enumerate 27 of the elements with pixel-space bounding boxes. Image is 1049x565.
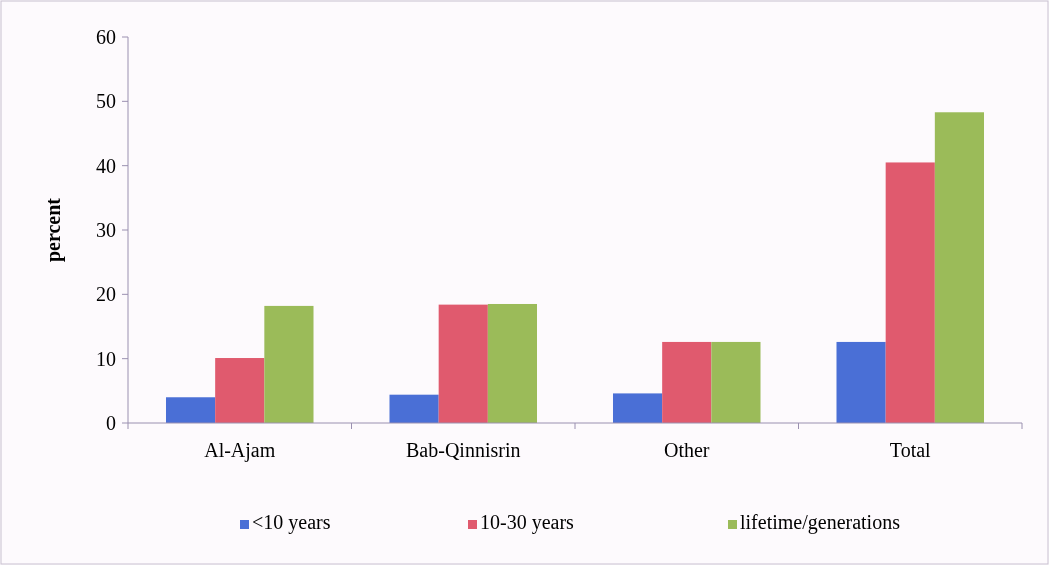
legend-label: lifetime/generations [740,511,901,534]
y-tick-label: 0 [106,412,116,434]
bar [166,397,216,423]
bar [711,341,761,423]
bar [836,341,886,423]
y-tick-label: 30 [96,219,116,241]
bar [264,305,314,423]
x-tick-label: Total [889,439,932,461]
bar [215,358,265,423]
y-tick-label: 40 [96,154,116,177]
x-tick-label: Other [663,439,710,461]
bar [934,112,985,423]
legend-label: 10-30 years [480,511,575,534]
bar [487,303,538,423]
bar [662,341,712,423]
bar [613,393,663,423]
bar [438,304,488,423]
y-tick-label: 50 [96,90,116,113]
x-tick-label: Al-Ajam [204,439,276,462]
bar [885,162,935,423]
y-tick-label: 60 [96,26,116,48]
y-axis-title: percent [42,197,65,263]
y-tick-label: 20 [96,283,116,306]
x-tick-label: Bab-Qinnisrin [406,439,521,461]
bar [389,394,439,423]
legend-label: <10 years [252,511,331,534]
y-tick-label: 10 [96,347,116,370]
